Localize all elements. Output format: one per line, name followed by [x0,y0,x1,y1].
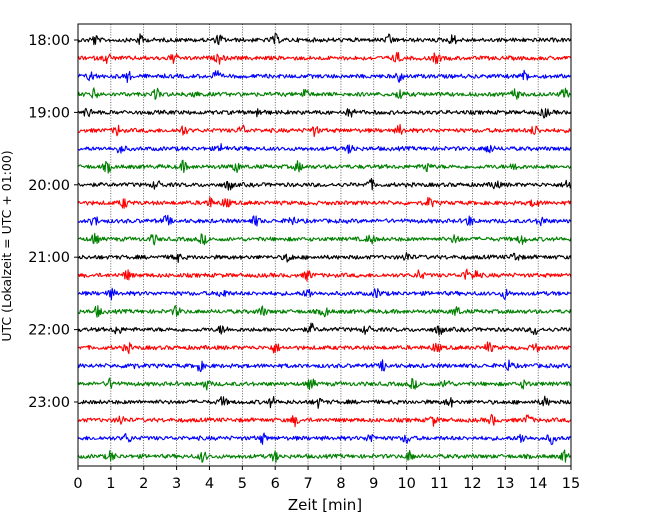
x-tick-label: 1 [106,476,115,492]
y-tick-label: 20:00 [28,178,70,194]
y-axis-ticks: 18:00 19:00 20:00 21:00 22:00 23:00 [28,33,78,411]
plot-frame [77,23,572,467]
seismogram-trace [77,268,572,282]
seismogram-trace [77,214,572,227]
x-tick-label: 2 [139,476,148,492]
seismogram-traces [77,33,572,463]
y-tick-label: 22:00 [28,323,70,339]
seismogram-trace [77,413,572,428]
seismogram-trace [77,33,572,46]
seismogram-trace [77,322,572,336]
x-axis-ticks: 0 1 2 3 4 5 6 7 8 9 10 11 12 13 14 15 [73,466,580,492]
x-tick-label: 14 [529,476,547,492]
seismogram-trace [77,232,572,246]
y-tick-label: 19:00 [28,105,70,121]
seismogram-trace [77,305,572,318]
x-tick-label: 13 [496,476,514,492]
x-tick-label: 15 [562,476,580,492]
seismogram-trace [77,359,572,373]
y-tick-label: 23:00 [28,395,70,411]
seismogram-trace [77,341,572,355]
seismogram-trace [77,196,572,209]
y-tick-label: 18:00 [28,33,70,49]
x-tick-label: 8 [336,476,345,492]
x-axis-label: Zeit [min] [288,496,362,514]
x-tick-label: 10 [397,476,415,492]
y-axis-label: UTC (Lokalzeit = UTC + 01:00) [0,150,14,341]
x-tick-label: 3 [172,476,181,492]
seismogram-trace [77,51,572,65]
seismogram-trace [77,107,572,119]
seismogram-trace [77,69,572,83]
x-tick-label: 12 [463,476,481,492]
y-tick-label: 21:00 [28,250,70,266]
seismogram-trace [77,251,572,264]
grid-lines [110,24,539,466]
seismogram-trace [77,123,572,138]
x-tick-label: 9 [369,476,378,492]
x-tick-label: 11 [430,476,448,492]
seismogram-trace [77,287,572,301]
x-tick-label: 0 [73,476,82,492]
seismogram-trace [77,159,572,174]
seismogram-trace [77,432,572,446]
seismogram-trace [77,143,572,154]
x-tick-label: 5 [238,476,247,492]
seismogram-trace [77,377,572,391]
seismogram-trace [77,449,572,463]
x-tick-label: 6 [271,476,280,492]
seismogram-trace [77,177,572,191]
seismogram-trace [77,87,572,100]
x-tick-label: 4 [205,476,214,492]
seismogram-trace [77,395,572,409]
x-tick-label: 7 [303,476,312,492]
